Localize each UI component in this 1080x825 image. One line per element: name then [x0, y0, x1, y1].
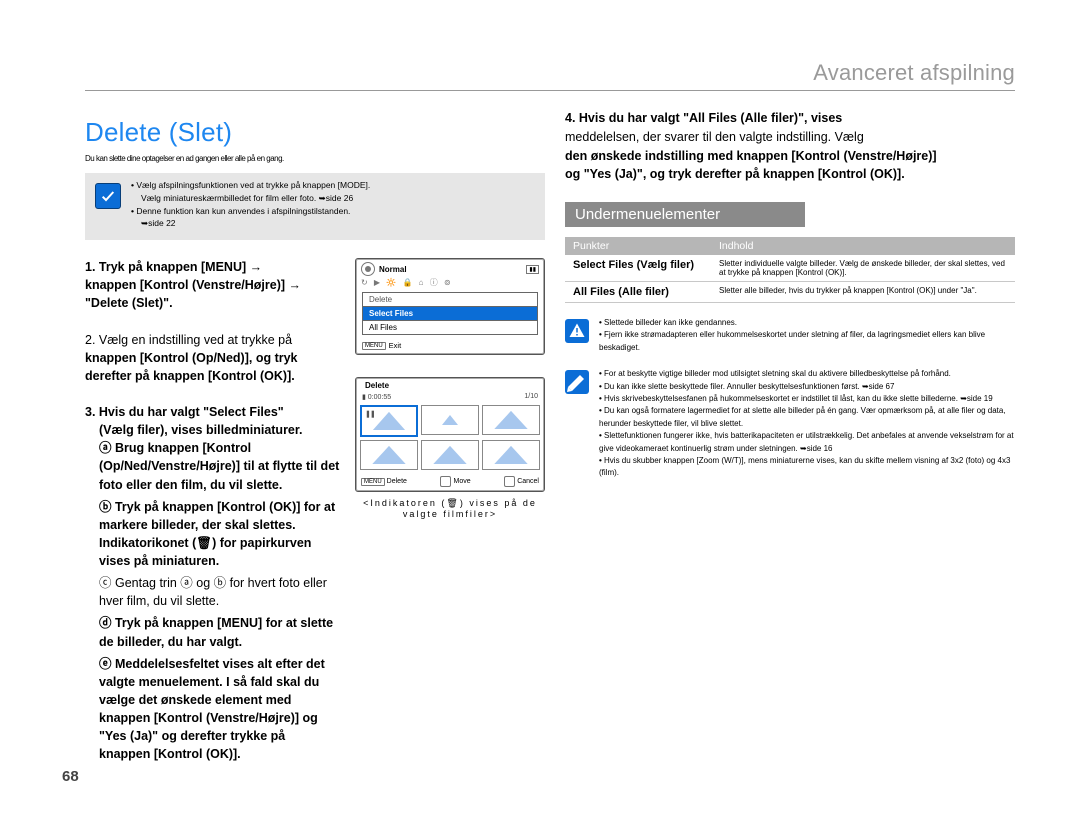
menu-button-icon: MENU [362, 342, 386, 350]
td-select-files: Select Files (Vælg filer) [565, 255, 711, 282]
step-1: 1. Tryk på knappen [MENU] → knappen [Kon… [85, 258, 340, 763]
lcd-menu-selected: Select Files [363, 307, 537, 321]
intro-text: Du kan slette dine optagelser en ad gang… [85, 154, 545, 163]
step-4: 4. Hvis du har valgt "All Files (Alle fi… [565, 109, 1015, 184]
hint-pageref: ➥side 22 [141, 218, 176, 228]
thumbnail [421, 440, 479, 470]
submenu-heading: Undermenuelementer [565, 202, 805, 227]
lcd-menu-row: All Files [363, 321, 537, 334]
lcd-mode: Normal [379, 265, 407, 274]
camera-icon [361, 262, 375, 276]
lcd2-title: Delete [365, 381, 389, 390]
td-all-files: All Files (Alle filer) [565, 282, 711, 303]
menu-button-icon: MENU [361, 478, 385, 486]
lcd2-delete: Delete [387, 478, 407, 485]
notes-block: For at beskytte vigtige billeder mod uti… [565, 368, 1015, 480]
check-icon [95, 183, 121, 209]
cancel-icon [504, 476, 515, 487]
note-line: Hvis du skubber knappen [Zoom (W/T)], me… [599, 455, 1015, 480]
lcd-caption: <Indikatoren (🗑) vises på de valgte film… [355, 498, 545, 519]
note-line: Du kan også formatere lagermediet for at… [599, 405, 1015, 430]
warn-line: Fjern ikke strømadapteren eller hukommel… [599, 329, 1015, 354]
lcd-screenshots: Normal ▮▮ ↻ ▶ 🔆 🔒 ⌂ ⓘ ⊚ Delete Select Fi… [355, 258, 545, 763]
warning-icon [565, 319, 589, 343]
submenu-table: Punkter Indhold Select Files (Vælg filer… [565, 237, 1015, 303]
chapter-title: Avanceret afspilning [85, 60, 1015, 91]
td-select-desc: Sletter individuelle valgte billeder. Væ… [711, 255, 1015, 282]
lcd2-count: 1/10 [524, 393, 538, 401]
lcd2-move: Move [453, 478, 470, 485]
thumbnail [421, 405, 479, 435]
lcd-thumbnails: Delete ▮ 0:00:55 1/10 ❚❚ [355, 377, 545, 492]
lcd2-time: 0:00:55 [368, 394, 391, 401]
lcd-menu: Normal ▮▮ ↻ ▶ 🔆 🔒 ⌂ ⓘ ⊚ Delete Select Fi… [355, 258, 545, 355]
td-all-desc: Sletter alle billeder, hvis du trykker p… [711, 282, 1015, 303]
note-icon [565, 370, 589, 394]
thumbnail: ❚❚ [360, 405, 418, 437]
note-line: For at beskytte vigtige billeder mod uti… [599, 368, 1015, 380]
thumbnail [360, 440, 418, 470]
warn-line: Slettede billeder kan ikke gendannes. [599, 317, 1015, 329]
hint-lines: Vælg afspilningsfunktionen ved at trykke… [131, 179, 370, 230]
page-number: 68 [62, 768, 79, 785]
warning-block: Slettede billeder kan ikke gendannes. Fj… [565, 317, 1015, 354]
left-column: Delete (Slet) Du kan slette dine optagel… [85, 109, 545, 763]
lcd-exit: Exit [389, 341, 402, 350]
precheck-box: Vælg afspilningsfunktionen ved at trykke… [85, 173, 545, 240]
hint-line: Denne funktion kan kun anvendes i afspil… [136, 206, 350, 216]
hint-line: Vælg miniatureskærmbilledet for film ell… [141, 193, 316, 203]
right-column: 4. Hvis du har valgt "All Files (Alle fi… [565, 109, 1015, 763]
lcd-icon-row: ↻ ▶ 🔆 🔒 ⌂ ⓘ ⊚ [356, 277, 544, 290]
thumbnail [482, 405, 540, 435]
hint-pageref: ➥side 26 [319, 193, 354, 203]
lcd-menu-title: Delete [363, 293, 537, 307]
th-punkter: Punkter [565, 237, 711, 255]
thumbnail [482, 440, 540, 470]
step-3: 3. Hvis du har valgt "Select Files" [85, 405, 284, 419]
move-icon [440, 476, 451, 487]
step-2: 2. Vælg en indstilling ved at trykke på [85, 333, 292, 347]
th-indhold: Indhold [711, 237, 1015, 255]
note-line: Hvis skrivebeskyttelsesfanen på hukommel… [599, 393, 1015, 405]
note-line: Slettefunktionen fungerer ikke, hvis bat… [599, 430, 1015, 455]
lcd2-cancel: Cancel [517, 478, 539, 485]
hint-line: Vælg afspilningsfunktionen ved at trykke… [136, 180, 370, 190]
note-line: Du kan ikke slette beskyttede filer. Ann… [599, 381, 1015, 393]
page-heading: Delete (Slet) [85, 117, 545, 148]
